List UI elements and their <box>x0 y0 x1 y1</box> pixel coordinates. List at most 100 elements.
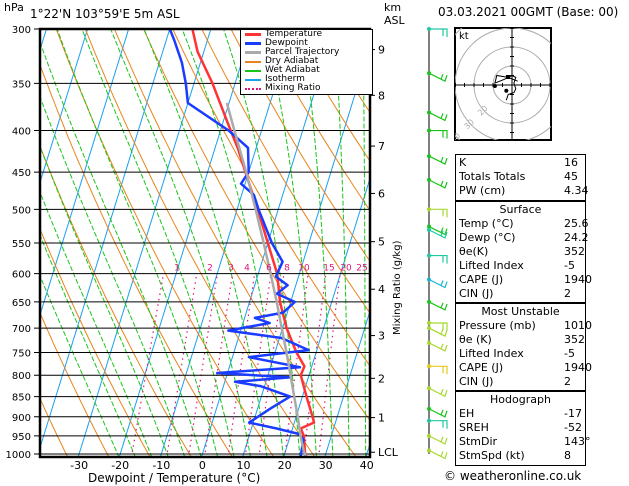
mu-row: Pressure (mb) 1010 <box>459 319 592 333</box>
wind-barb <box>428 408 448 418</box>
temperature-tick-label: 40 <box>360 459 374 472</box>
pressure-tick-label: 900 <box>12 413 31 424</box>
wind-barb-shaft <box>428 226 448 236</box>
dry-adiabat-line <box>172 29 370 367</box>
index-label: θe (K) <box>459 333 492 346</box>
legend-item-dewpoint: Dewpoint <box>241 39 372 48</box>
legend-swatch <box>245 61 261 63</box>
legend-swatch <box>245 42 261 45</box>
temperature-tick-label: -30 <box>70 459 88 472</box>
height-tick-label: LCL <box>378 446 399 459</box>
temperature-tick-label: 10 <box>237 459 251 472</box>
index-row-pw: PW (cm) 4.34 <box>459 184 589 198</box>
wind-barb <box>428 226 448 236</box>
wind-barb <box>429 208 448 218</box>
wet-adiabat-line <box>40 145 169 457</box>
hodo-row: SREH -52 <box>459 421 582 435</box>
wind-barbs <box>427 27 448 460</box>
index-value: 8 <box>564 449 571 462</box>
index-label: EH <box>459 407 475 420</box>
dry-adiabat-line <box>288 29 370 162</box>
surface-row: Lifted Index -5 <box>459 259 582 273</box>
height-tick-label: 4 <box>378 283 385 296</box>
plot-border <box>38 27 372 459</box>
indices-box-surface: Surface Temp (°C) 25.6 Dewp (°C) 24.2 θe(K… <box>455 201 592 303</box>
pressure-tick-label: 400 <box>12 127 31 138</box>
height-tick-label: 2 <box>378 372 385 385</box>
wind-barb <box>428 155 448 165</box>
wind-barb <box>428 278 448 289</box>
dry-adiabat-line <box>84 29 316 457</box>
mixing-ratio-axis-label: Mixing Ratio (g/kg) <box>392 240 403 335</box>
mu-row: CAPE (J) 1940 <box>459 361 592 375</box>
surface-row: Dewp (°C) 24.2 <box>459 231 589 245</box>
index-row-totals: Totals Totals 45 <box>459 170 582 184</box>
wind-barb-feather <box>440 113 444 119</box>
wind-barb <box>429 129 448 139</box>
wind-barb <box>429 322 448 332</box>
series-temperature <box>191 29 316 457</box>
index-label: Lifted Index <box>459 259 524 272</box>
index-value: -52 <box>564 421 582 434</box>
wind-barb-shaft <box>429 208 448 218</box>
wind-barb-shaft <box>428 327 448 337</box>
pressure-tick-label: 650 <box>12 298 31 309</box>
index-value: -5 <box>564 347 575 360</box>
index-value: 352 <box>564 333 585 346</box>
pressure-tick-label: 550 <box>12 239 31 250</box>
sounding-series <box>168 29 316 457</box>
pressure-tick-label: 750 <box>12 348 31 359</box>
temperature-tick-label: 30 <box>319 459 333 472</box>
index-label: Totals Totals <box>459 170 526 183</box>
hodograph-marker <box>506 75 510 79</box>
index-value: 1010 <box>564 319 592 332</box>
legend-item-temperature: Temperature <box>241 30 372 39</box>
dry-adiabat-line <box>113 29 357 457</box>
dry-adiabat-line <box>40 227 151 457</box>
legend-label: Dry Adiabat <box>265 56 319 66</box>
index-label: StmDir <box>459 435 498 448</box>
mixing-ratio-label: 25 <box>356 264 367 274</box>
indices-box-most-unstable: Most Unstable Pressure (mb) 1010 θe (K) 35… <box>455 303 592 391</box>
height-tick-label: 6 <box>378 187 385 200</box>
index-label: CAPE (J) <box>459 361 504 374</box>
dry-adiabat-line <box>610 29 629 458</box>
index-label: K <box>459 156 467 169</box>
wind-barb-feather <box>440 343 444 350</box>
storm-motion-point <box>504 88 509 93</box>
surface-row: CIN (J) 2 <box>459 287 582 301</box>
index-value: 4.34 <box>564 184 589 197</box>
hodograph-point <box>492 84 497 88</box>
legend-label: Mixing Ratio <box>265 83 321 93</box>
wind-barb-shaft <box>428 229 448 239</box>
hodo-row: StmSpd (kt) 8 <box>459 449 582 463</box>
axis-ticks: 3003504004505005506006507007508008509009… <box>6 25 399 472</box>
most-unstable-title: Most Unstable <box>481 305 560 318</box>
mixing-ratio-line <box>303 273 327 457</box>
datetime-title: 03.03.2021 00GMT (Base: 00) <box>438 5 619 19</box>
index-value: -17 <box>564 407 582 420</box>
wind-barb-shaft <box>428 72 448 83</box>
wind-barb <box>428 179 448 189</box>
mixing-ratio-label: 8 <box>284 264 290 274</box>
copyright-link[interactable]: © weatheronline.co.uk <box>444 469 582 483</box>
surface-title: Surface <box>499 203 542 216</box>
hodo-row: EH -17 <box>459 407 582 421</box>
index-label: Temp (°C) <box>459 217 514 230</box>
wet-adiabat-line <box>334 29 350 457</box>
series-dewpoint <box>168 29 310 457</box>
wind-barb <box>428 301 448 311</box>
wet-adiabat-line <box>40 40 202 457</box>
pressure-tick-label: 350 <box>12 79 31 90</box>
legend-swatch <box>245 88 261 90</box>
height-unit-asl: ASL <box>384 14 405 27</box>
pressure-tick-label: 1000 <box>6 450 31 461</box>
plot-frame <box>38 27 372 459</box>
mixing-ratio-labels: 1 2 3 4 6 8 10 15 20 25 <box>174 264 368 274</box>
isobars <box>34 28 370 455</box>
wind-barb-shaft <box>429 365 448 375</box>
index-label: StmSpd (kt) <box>459 449 525 462</box>
temperature-tick-label: -20 <box>111 459 129 472</box>
